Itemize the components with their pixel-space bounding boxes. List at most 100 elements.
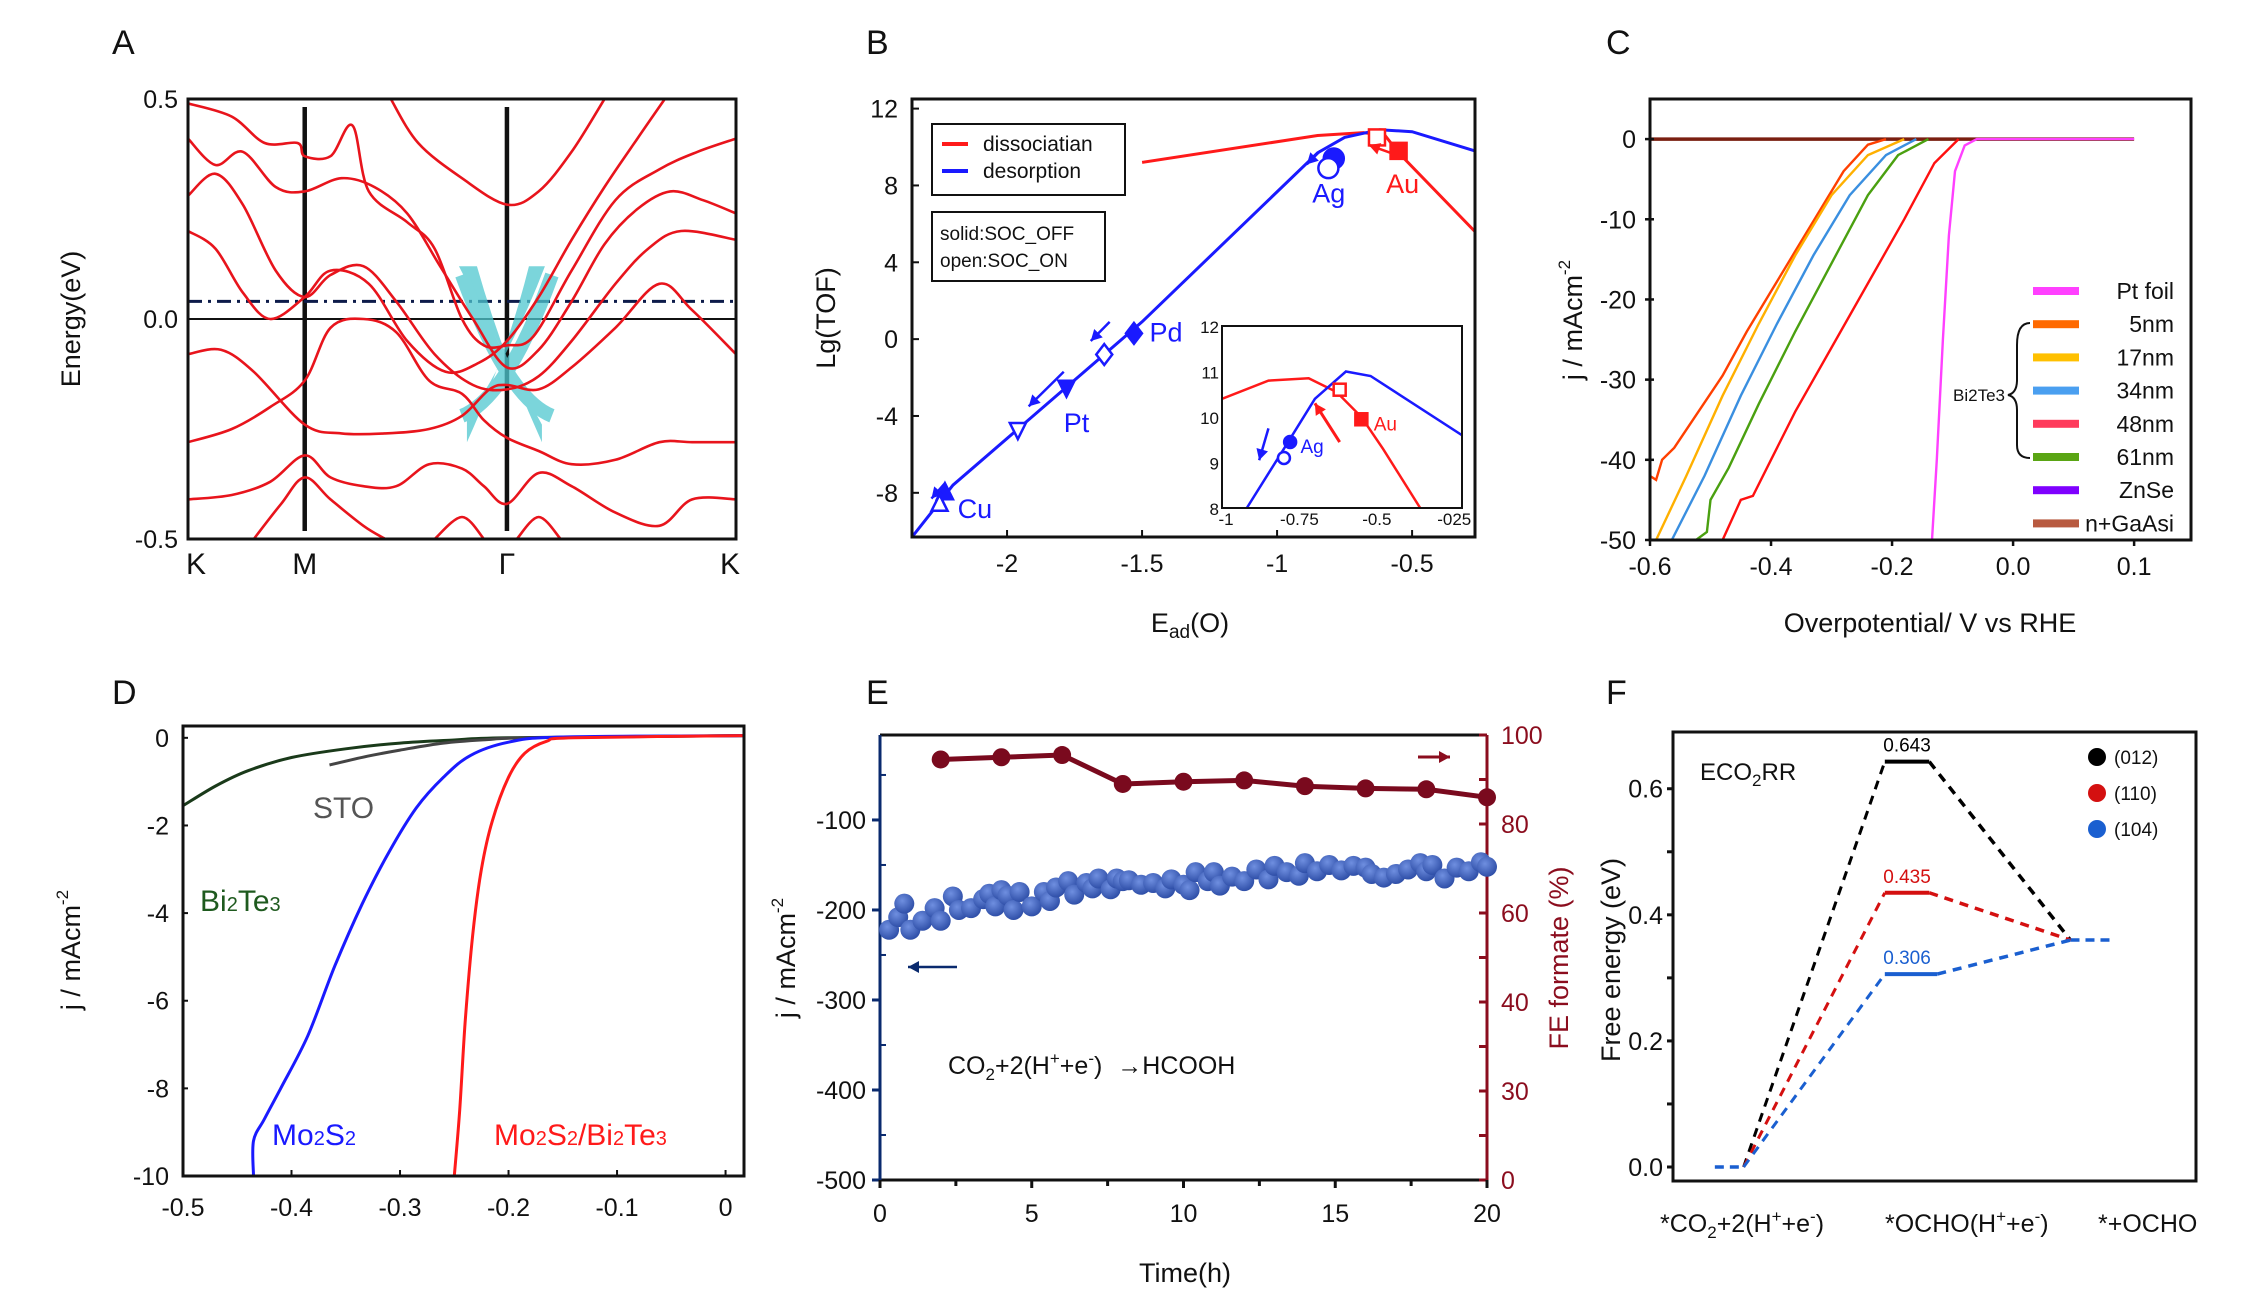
- panel-b-xlabel: Ead(O): [1151, 608, 1229, 643]
- marker-label-ag: Ag: [1312, 179, 1345, 209]
- series-line-Mo2S2/Bi2Te3: [452, 734, 744, 1176]
- x-tick-label: -1: [1266, 550, 1288, 578]
- x-tick-label: -0.4: [1749, 553, 1792, 581]
- band-line: [188, 137, 736, 370]
- x-tick-label: K: [720, 548, 740, 581]
- y-tick-label: 0.6: [1628, 776, 1663, 804]
- legend: dissociatian desorption solid:SOC_OFF open:…: [931, 123, 1126, 282]
- right-axis-arrow: [1418, 751, 1450, 763]
- panel-c-ylabel-sup: -2: [1555, 260, 1574, 275]
- series-line-STO: [329, 734, 744, 767]
- inset-x-tick-label: -1: [1218, 510, 1233, 529]
- legend-label: 5nm: [2129, 311, 2174, 337]
- legend-group-brace: [2007, 322, 2031, 459]
- dirac-cone-highlight: [455, 266, 559, 443]
- transition-line: [1928, 891, 2072, 942]
- y-tick-label: 0.0: [1628, 1154, 1663, 1182]
- legend-label: n+GaAsi: [2085, 510, 2174, 536]
- series-line-17nm: [1655, 138, 1905, 540]
- arrow-head: [1368, 143, 1382, 155]
- band-line: [188, 454, 736, 528]
- text-run: Mo: [494, 1119, 536, 1152]
- band-line: [188, 99, 666, 375]
- marker-Pd: [1124, 320, 1144, 346]
- panel-b-xlabel-sub: ad: [1169, 622, 1190, 643]
- transition-line: [1742, 892, 1887, 1168]
- marker-open: [929, 491, 950, 512]
- inset-plot: Ag Au 12 11 10 9 8-1 -0.75 -0.5 -025: [1200, 318, 1471, 529]
- y-tick-label: 0.4: [1628, 902, 1663, 930]
- panel-f-frame: [1671, 730, 2198, 1183]
- current-density-point: [1009, 881, 1030, 902]
- y-tick-label: -10: [133, 1163, 169, 1191]
- band-line: [389, 99, 606, 207]
- y-tick-label: -30: [1600, 367, 1636, 395]
- series-line-Mo2S2: [251, 734, 744, 1176]
- legend-swatch: [2033, 419, 2079, 428]
- subscript: 2: [536, 1128, 547, 1150]
- label-part: +e: [2006, 1210, 2035, 1238]
- x-tick-label: -0.5: [1391, 550, 1434, 578]
- legend-label: desorption: [983, 160, 1081, 183]
- x-tick-label: 0: [873, 1200, 887, 1228]
- current-density-point: [1422, 854, 1443, 875]
- current-density-point: [894, 893, 915, 914]
- fe-point: [1053, 746, 1072, 765]
- label-part: +: [1996, 1207, 2006, 1226]
- shift-arrow: [1368, 143, 1391, 155]
- subscript: 2: [227, 894, 238, 916]
- y-tick-label: -20: [1600, 286, 1636, 314]
- marker-label-pt: Pt: [1064, 408, 1090, 438]
- panel-e-ylabel-left: j / mAcm-2: [768, 898, 801, 1019]
- reaction-part: +2(H: [995, 1052, 1050, 1080]
- legend-dot: [2088, 820, 2106, 838]
- left-y-tick-label: -500: [816, 1167, 866, 1195]
- x-tick-label: 5: [1025, 1200, 1039, 1228]
- series-line-dissociatian: [1141, 131, 1475, 233]
- series-line-desorption: [912, 128, 1475, 537]
- legend-swatch: [2033, 386, 2079, 395]
- legend-note-line: open:SOC_ON: [940, 251, 1068, 272]
- x-tick-label: -0.2: [1871, 553, 1914, 581]
- subscript: 2: [567, 1128, 578, 1150]
- fe-point: [1417, 780, 1436, 799]
- legend-note-line: solid:SOC_OFF: [940, 224, 1074, 245]
- legend-note-box: [931, 211, 1106, 282]
- text-run: Bi: [200, 885, 227, 918]
- inset-y-tick-label: 11: [1201, 364, 1219, 383]
- right-y-tick-label: 100: [1501, 722, 1543, 750]
- arrow-head: [908, 961, 919, 973]
- right-y-tick-label: 30: [1501, 1078, 1529, 1106]
- legend-label: 61nm: [2116, 444, 2174, 470]
- current-density-point: [912, 910, 933, 931]
- panel-c-xlabel: Overpotential/ V vs RHE: [1784, 608, 2077, 638]
- panel-a-frame: [186, 97, 738, 541]
- arrow-head: [1256, 447, 1269, 461]
- annotation-mo2s2: Mo2S2: [272, 1119, 356, 1152]
- inset-marker: [1354, 412, 1369, 427]
- right-y-tick-label: 60: [1501, 900, 1529, 928]
- panel-f-free-energy-diagram: Free energy (eV) 0.0 0.2 0.4 0.6 0.643 0.435 0…: [1596, 730, 2198, 1242]
- text-run: STO: [313, 792, 374, 825]
- fe-point: [1356, 779, 1375, 798]
- fe-line: [940, 752, 1488, 800]
- shift-arrow: [1089, 320, 1111, 342]
- x-tick-label: 10: [1170, 1200, 1198, 1228]
- text-run: S: [325, 1119, 345, 1152]
- band-line: [252, 476, 386, 539]
- reaction-part: 2: [986, 1065, 995, 1084]
- inset-marker: [1276, 450, 1292, 466]
- legend-label: Pt foil: [2116, 278, 2174, 304]
- panel-d-ylabel-main: j / mAcm: [56, 905, 86, 1011]
- x-category-label: *OCHO(H++e-): [1885, 1207, 2049, 1238]
- panel-e-ylabel-main: j / mAcm: [771, 913, 801, 1019]
- fe-point: [1113, 774, 1132, 793]
- reaction-part: +e: [1060, 1052, 1089, 1080]
- plot-area: [183, 734, 744, 1176]
- transition-line: [1927, 760, 2072, 942]
- energy-pathway-1: 0.435: [1742, 867, 2072, 1168]
- y-tick-label: -2: [147, 812, 169, 840]
- marker-label-pd: Pd: [1149, 317, 1182, 347]
- x-tick-label: -0.1: [595, 1194, 638, 1222]
